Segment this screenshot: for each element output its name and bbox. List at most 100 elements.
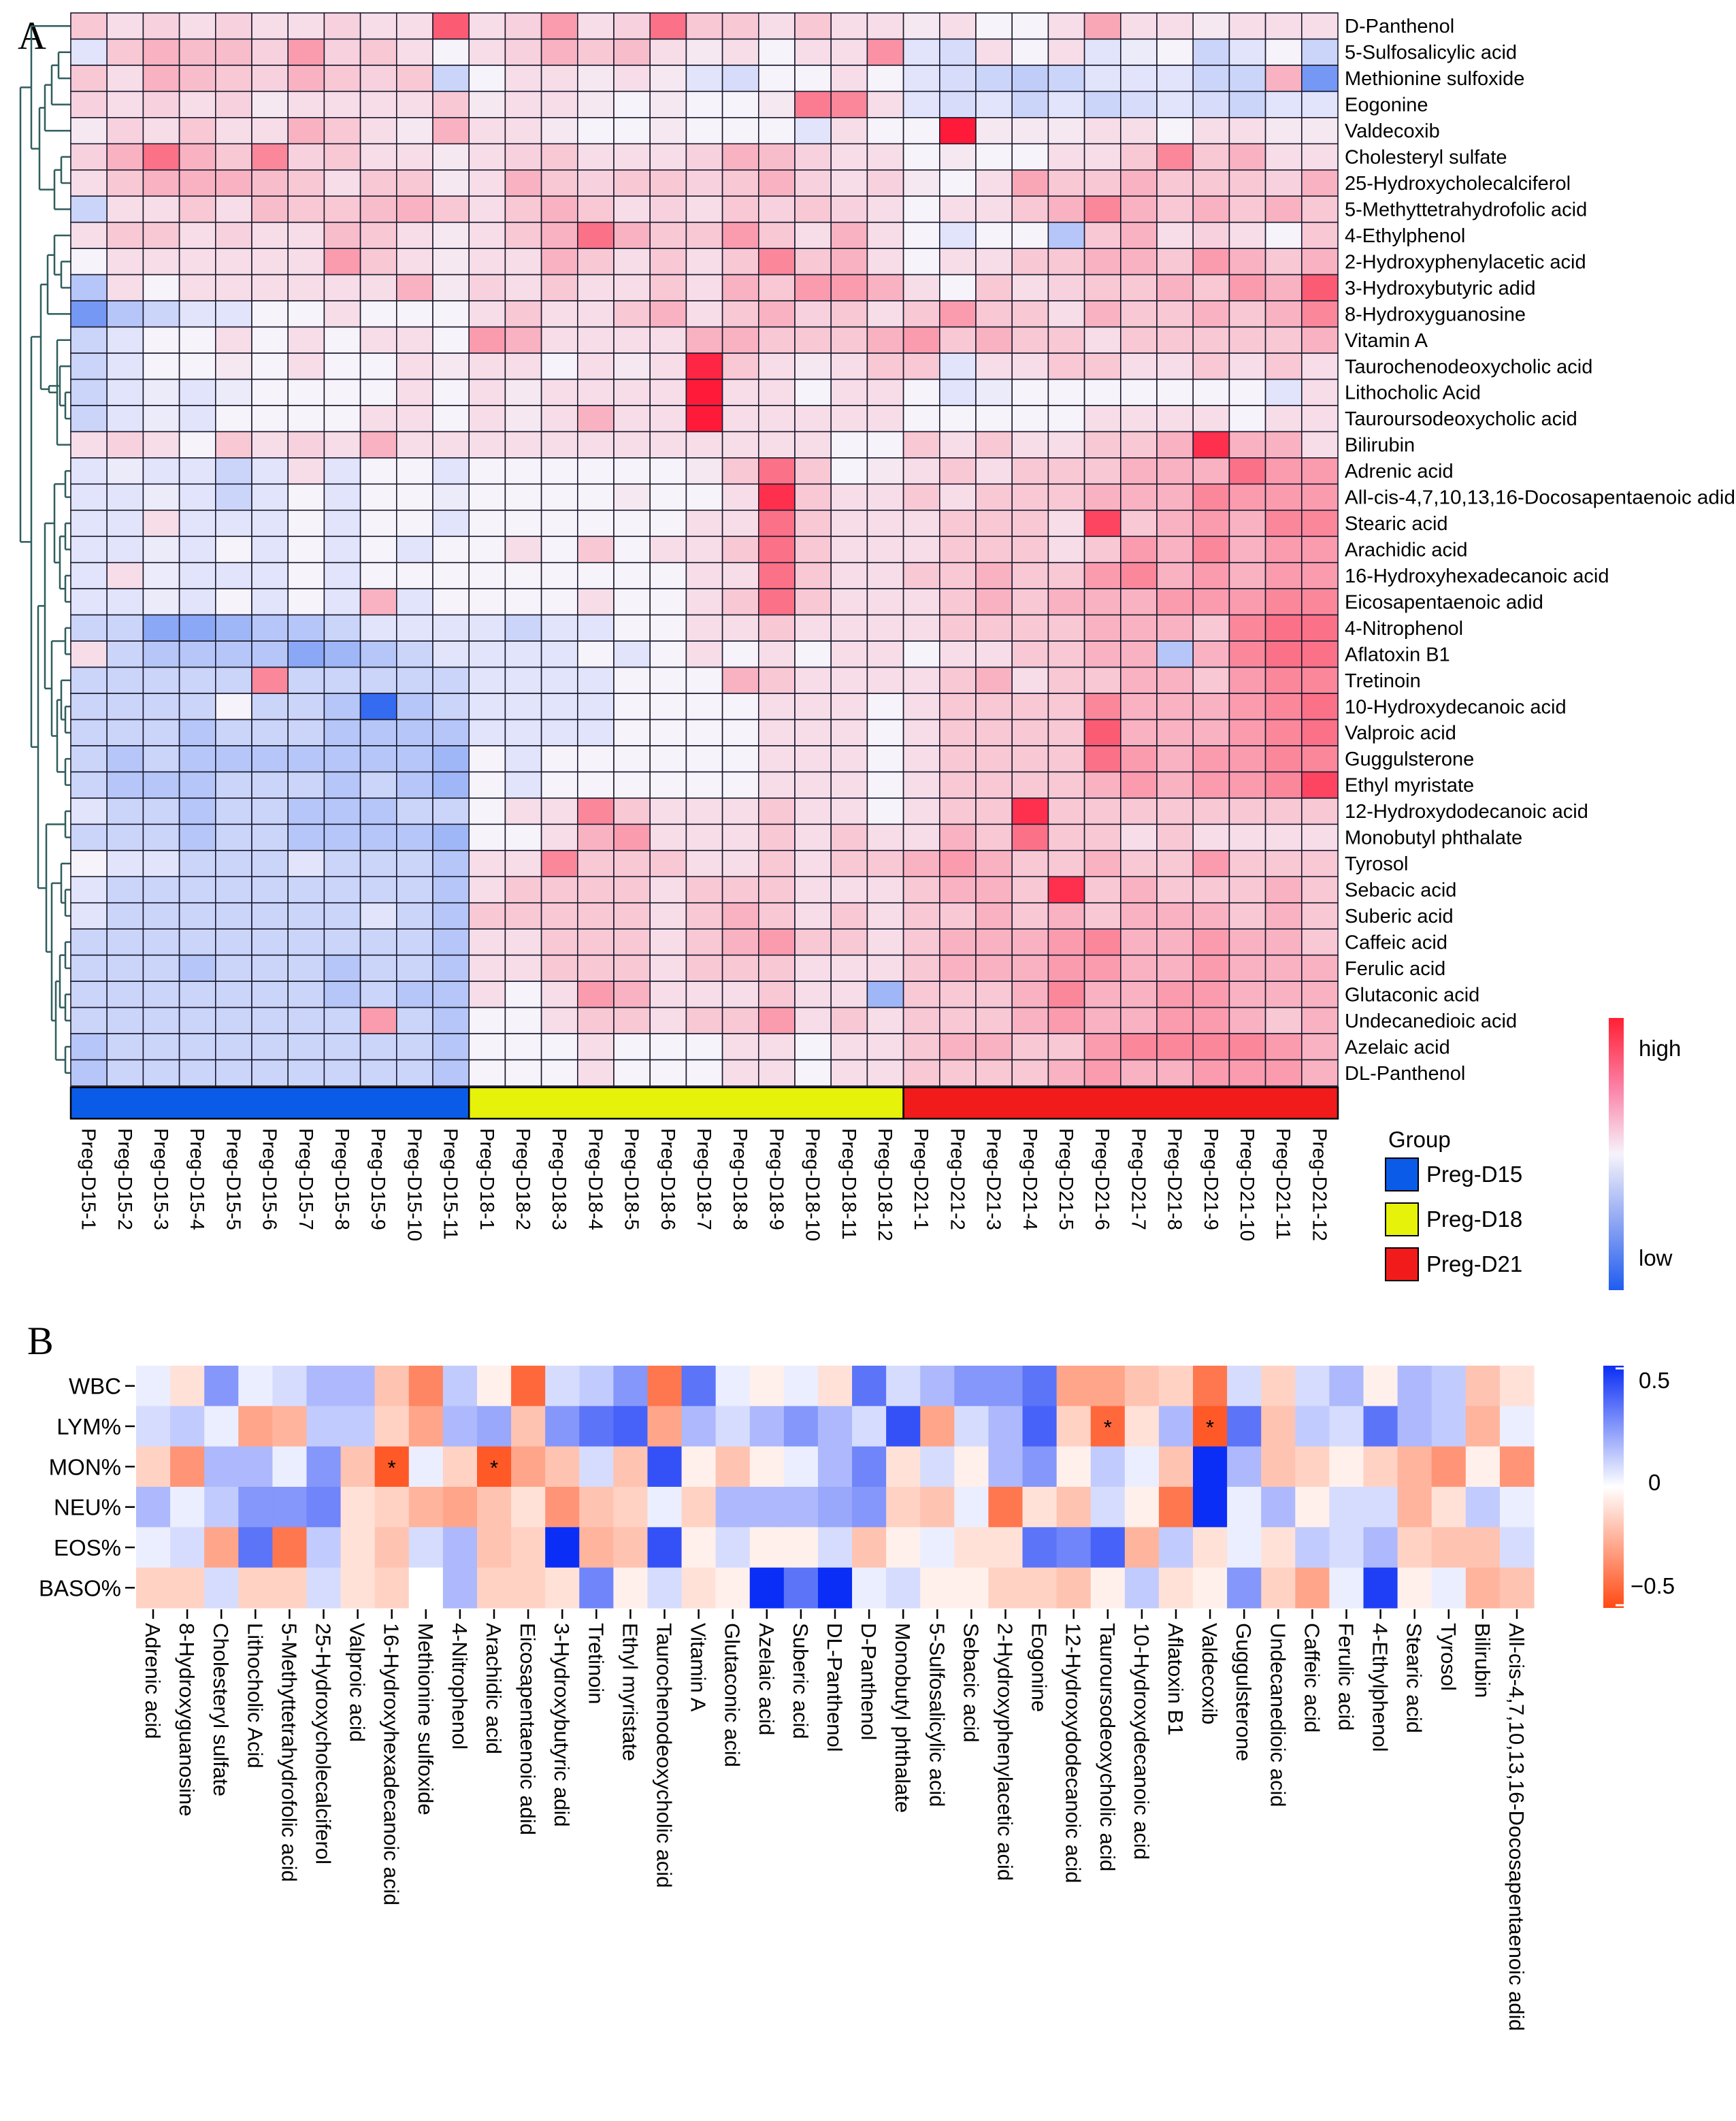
correlation-cell bbox=[374, 1406, 410, 1447]
heatmap-cell bbox=[287, 248, 325, 276]
heatmap-cell bbox=[1083, 771, 1121, 799]
heatmap-cell bbox=[359, 561, 397, 589]
correlation-cell bbox=[442, 1527, 478, 1568]
heatmap-cell bbox=[323, 248, 361, 276]
heatmap-cell bbox=[178, 509, 216, 538]
heatmap-cell bbox=[395, 300, 433, 328]
heatmap-cell bbox=[504, 928, 542, 956]
correlation-cell bbox=[1465, 1406, 1501, 1447]
heatmap-cell bbox=[323, 405, 361, 433]
heatmap-cell bbox=[287, 693, 325, 721]
heatmap-cell bbox=[794, 823, 832, 851]
row-label: Vitamin A bbox=[1345, 330, 1428, 352]
heatmap-cell bbox=[1047, 38, 1085, 66]
heatmap-cell bbox=[576, 666, 615, 694]
heatmap-cell bbox=[395, 378, 433, 406]
heatmap-cell bbox=[214, 143, 252, 171]
heatmap-cell bbox=[758, 65, 796, 93]
heatmap-cell bbox=[142, 91, 180, 118]
heatmap-cell bbox=[830, 876, 868, 904]
heatmap-cell bbox=[1156, 536, 1194, 563]
heatmap-cell bbox=[939, 1006, 977, 1034]
heatmap-cell bbox=[1047, 693, 1085, 721]
correlation-cell bbox=[749, 1406, 785, 1447]
heatmap-cell bbox=[758, 640, 796, 668]
correlation-cell bbox=[136, 1446, 171, 1487]
heatmap-cell bbox=[504, 954, 542, 982]
heatmap-cell bbox=[468, 850, 506, 878]
heatmap-cell bbox=[902, 640, 940, 668]
correlation-cell bbox=[988, 1446, 1023, 1487]
correlation-cell bbox=[1295, 1527, 1330, 1568]
heatmap-cell bbox=[1011, 248, 1049, 276]
heatmap-cell bbox=[649, 640, 687, 668]
heatmap-cell bbox=[975, 457, 1013, 485]
heatmap-cell bbox=[142, 509, 180, 538]
heatmap-cell bbox=[359, 588, 397, 616]
correlation-cell bbox=[681, 1366, 717, 1407]
correlation-cell bbox=[1261, 1527, 1296, 1568]
heatmap-cell bbox=[106, 981, 144, 1008]
heatmap-cell bbox=[649, 169, 687, 197]
heatmap-cell bbox=[1228, 640, 1266, 668]
metabolite-label: 4-Nitrophenol bbox=[448, 1623, 472, 1749]
correlation-cell bbox=[1465, 1487, 1501, 1528]
correlation-cell bbox=[749, 1366, 785, 1407]
heatmap-cell bbox=[323, 876, 361, 904]
heatmap-cell bbox=[395, 640, 433, 668]
heatmap-cell bbox=[142, 1059, 180, 1087]
heatmap-cell bbox=[1228, 902, 1266, 930]
heatmap-cell bbox=[142, 981, 180, 1008]
heatmap-cell bbox=[758, 693, 796, 721]
heatmap-cell bbox=[106, 850, 144, 878]
heatmap-cell bbox=[432, 431, 470, 459]
heatmap-cell bbox=[287, 405, 325, 433]
heatmap-cell bbox=[576, 378, 615, 406]
correlation-cell bbox=[272, 1366, 308, 1407]
column-label: Preg-D18-4 bbox=[584, 1128, 606, 1230]
heatmap-cell bbox=[468, 1006, 506, 1034]
heatmap-cell bbox=[1264, 91, 1303, 118]
heatmap-cell bbox=[902, 798, 940, 825]
heatmap-cell bbox=[432, 666, 470, 694]
heatmap-cell bbox=[178, 117, 216, 145]
heatmap-cell bbox=[1083, 902, 1121, 930]
correlation-cell bbox=[408, 1527, 444, 1568]
heatmap-cell bbox=[721, 693, 759, 721]
correlation-cell bbox=[1295, 1487, 1330, 1528]
heatmap-cell bbox=[70, 614, 108, 642]
correlation-cell bbox=[340, 1446, 376, 1487]
heatmap-cell bbox=[540, 902, 578, 930]
heatmap-cell bbox=[1011, 457, 1049, 485]
heatmap-cell bbox=[540, 1033, 578, 1061]
heatmap-cell bbox=[1192, 614, 1230, 642]
heatmap-cell bbox=[142, 561, 180, 589]
heatmap-cell bbox=[794, 561, 832, 589]
metabolite-label: Tretinoin bbox=[584, 1623, 608, 1704]
heatmap-cell bbox=[214, 876, 252, 904]
correlation-cell bbox=[170, 1567, 205, 1609]
heatmap-cell bbox=[866, 1059, 904, 1087]
heatmap-cell bbox=[649, 536, 687, 563]
heatmap-cell bbox=[1156, 640, 1194, 668]
heatmap-cell bbox=[721, 588, 759, 616]
heatmap-cell bbox=[1301, 771, 1339, 799]
heatmap-cell bbox=[902, 65, 940, 93]
heatmap-cell bbox=[359, 378, 397, 406]
heatmap-cell bbox=[758, 719, 796, 746]
heatmap-cell bbox=[975, 221, 1013, 249]
heatmap-cell bbox=[975, 117, 1013, 145]
heatmap-cell bbox=[613, 771, 651, 799]
heatmap-cell bbox=[830, 928, 868, 956]
heatmap-cell bbox=[287, 431, 325, 459]
heatmap-cell bbox=[323, 823, 361, 851]
heatmap-cell bbox=[395, 483, 433, 511]
heatmap-cell bbox=[1120, 483, 1158, 511]
heatmap-cell bbox=[939, 248, 977, 276]
heatmap-cell bbox=[1301, 588, 1339, 616]
heatmap-cell bbox=[540, 693, 578, 721]
heatmap-cell bbox=[1156, 771, 1194, 799]
row-label: Ferulic acid bbox=[1345, 958, 1445, 980]
heatmap-cell bbox=[432, 274, 470, 301]
heatmap-cell bbox=[975, 1059, 1013, 1087]
